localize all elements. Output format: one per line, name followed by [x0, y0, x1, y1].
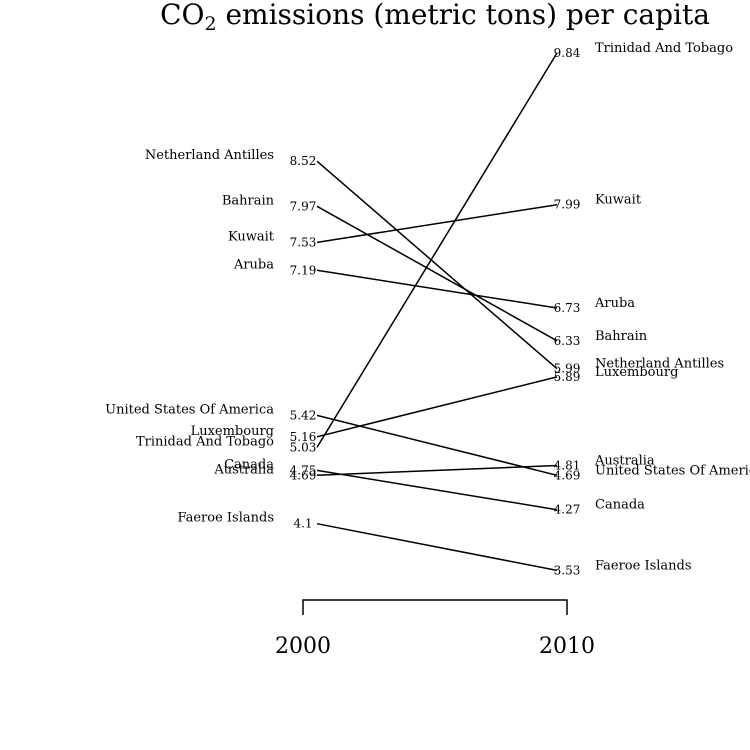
year-label-start: 2000	[275, 634, 331, 659]
start-name-netherland-antilles: Netherland Antilles	[145, 148, 274, 163]
slope-line-faeroe-islands	[316, 522, 558, 572]
end-name-australia: Australia	[594, 454, 655, 469]
start-value-luxembourg: 5.16	[290, 430, 317, 444]
end-value-canada: 4.27	[554, 503, 581, 517]
slope-line-netherland-antilles	[316, 160, 558, 370]
end-name-united-states-of-america: United States Of America	[595, 463, 750, 478]
start-value-trinidad-and-tobago: 5.03	[290, 440, 317, 454]
end-name-aruba: Aruba	[594, 296, 635, 311]
start-name-australia: Australia	[213, 462, 274, 477]
start-name-faeroe-islands: Faeroe Islands	[177, 511, 274, 526]
start-value-canada: 4.75	[290, 463, 317, 477]
end-name-bahrain: Bahrain	[595, 329, 648, 344]
year-bracket	[302, 599, 568, 615]
slope-line-bahrain	[316, 205, 558, 342]
start-value-australia: 4.69	[290, 468, 317, 482]
end-value-aruba: 6.73	[554, 301, 581, 315]
end-name-trinidad-and-tobago: Trinidad And Tobago	[595, 41, 733, 56]
slope-line-trinidad-and-tobago	[316, 52, 558, 448]
start-name-luxembourg: Luxembourg	[191, 424, 274, 439]
end-value-faeroe-islands: 3.53	[554, 563, 581, 577]
end-name-luxembourg: Luxembourg	[595, 365, 678, 380]
end-name-netherland-antilles: Netherland Antilles	[595, 357, 724, 372]
end-name-faeroe-islands: Faeroe Islands	[595, 558, 692, 573]
start-name-trinidad-and-tobago: Trinidad And Tobago	[136, 434, 274, 449]
year-label-end: 2010	[539, 634, 595, 659]
end-value-united-states-of-america: 4.69	[554, 468, 581, 482]
start-name-canada: Canada	[224, 457, 274, 472]
start-value-aruba: 7.19	[290, 263, 317, 277]
slope-labels: Trinidad And Tobago 5.03 9.84 Trinidad And …	[105, 41, 750, 577]
start-name-bahrain: Bahrain	[222, 193, 275, 208]
slope-line-united-states-of-america	[316, 414, 558, 477]
slope-line-canada	[316, 469, 558, 511]
start-name-kuwait: Kuwait	[228, 229, 275, 244]
end-name-kuwait: Kuwait	[595, 193, 642, 208]
end-value-bahrain: 6.33	[554, 334, 581, 348]
end-name-canada: Canada	[595, 498, 645, 513]
slope-line-kuwait	[316, 203, 558, 244]
end-value-kuwait: 7.99	[554, 198, 581, 212]
chart-title: CO2 emissions (metric tons) per capita	[160, 0, 710, 35]
end-value-trinidad-and-tobago: 9.84	[554, 46, 581, 60]
start-name-united-states-of-america: United States Of America	[105, 402, 274, 417]
end-value-netherland-antilles: 5.99	[554, 362, 581, 376]
start-value-united-states-of-america: 5.42	[290, 408, 317, 422]
start-value-bahrain: 7.97	[290, 199, 317, 213]
end-value-australia: 4.81	[554, 459, 581, 473]
start-value-netherland-antilles: 8.52	[290, 154, 317, 168]
slope-line-luxembourg	[316, 376, 558, 438]
end-value-luxembourg: 5.89	[554, 370, 581, 384]
slope-line-australia	[316, 464, 558, 477]
start-value-kuwait: 7.53	[290, 235, 317, 249]
start-name-aruba: Aruba	[233, 257, 274, 272]
slope-line-aruba	[316, 269, 558, 309]
start-value-faeroe-islands: 4.1	[293, 517, 312, 531]
slope-lines	[316, 52, 558, 572]
